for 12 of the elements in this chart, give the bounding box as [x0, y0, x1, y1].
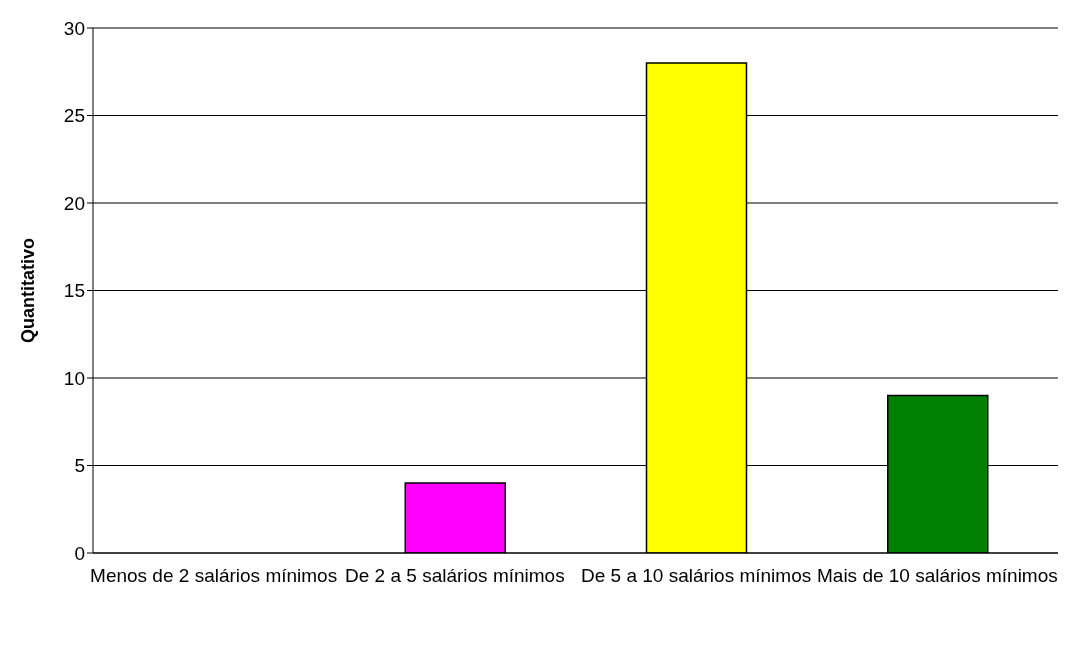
y-axis-title: Quantitativo	[18, 237, 39, 344]
y-tick-label: 5	[74, 455, 85, 477]
x-tick-label: De 2 a 5 salários mínimos	[345, 565, 565, 587]
x-tick-label: Mais de 10 salários mínimos	[816, 565, 1058, 587]
x-tick-label: Menos de 2 salários mínimos	[90, 565, 338, 587]
x-tick-label: De 5 a 10 salários mínimos	[581, 565, 812, 587]
y-tick-label: 15	[63, 280, 85, 302]
y-tick-label: 20	[63, 192, 85, 214]
y-tick-label: 30	[63, 17, 85, 39]
y-tick-label: 25	[63, 105, 85, 127]
y-tick-label: 0	[74, 542, 85, 564]
y-tick-label: 10	[63, 367, 85, 389]
